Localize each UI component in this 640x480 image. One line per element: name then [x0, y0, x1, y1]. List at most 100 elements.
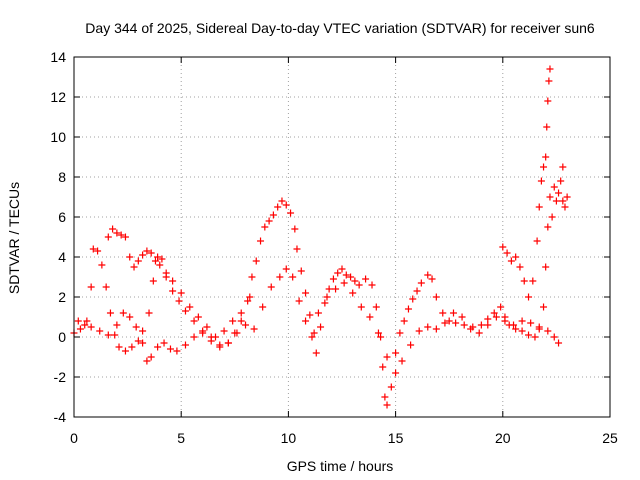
data-point — [289, 273, 297, 281]
data-point — [244, 297, 252, 305]
data-point — [287, 209, 295, 217]
data-point — [321, 299, 329, 307]
data-point — [89, 245, 97, 253]
data-point — [233, 329, 241, 337]
data-point — [432, 325, 440, 333]
data-point — [248, 273, 256, 281]
data-point — [460, 321, 468, 329]
data-point — [259, 303, 267, 311]
data-point — [302, 289, 310, 297]
data-point — [550, 183, 558, 191]
data-point — [529, 277, 537, 285]
data-point — [535, 323, 543, 331]
data-point — [441, 319, 449, 327]
data-point — [484, 315, 492, 323]
data-point — [449, 309, 457, 317]
data-point — [563, 193, 571, 201]
data-point — [559, 163, 567, 171]
y-tick-label: -4 — [54, 409, 67, 425]
data-point — [216, 341, 224, 349]
data-point — [392, 369, 400, 377]
data-point — [477, 321, 485, 329]
data-points — [70, 65, 571, 409]
data-point — [409, 295, 417, 303]
x-axis-label: GPS time / hours — [287, 458, 394, 474]
data-point — [160, 339, 168, 347]
data-point — [544, 97, 552, 105]
data-point — [342, 271, 350, 279]
data-point — [308, 333, 316, 341]
data-point — [162, 269, 170, 277]
data-point — [132, 323, 140, 331]
data-point — [332, 285, 340, 293]
data-point — [424, 271, 432, 279]
data-point — [520, 277, 528, 285]
y-tick-label: -2 — [54, 369, 67, 385]
data-point — [145, 309, 153, 317]
data-point — [379, 363, 387, 371]
data-point — [512, 253, 520, 261]
data-point — [555, 339, 563, 347]
data-point — [340, 279, 348, 287]
data-point — [175, 297, 183, 305]
data-point — [383, 353, 391, 361]
data-point — [276, 273, 284, 281]
data-point — [109, 225, 117, 233]
x-tick-label: 20 — [495, 430, 511, 446]
data-point — [452, 319, 460, 327]
data-point — [546, 193, 554, 201]
data-point — [497, 303, 505, 311]
data-point — [121, 347, 129, 355]
data-point — [156, 261, 164, 269]
data-point — [143, 247, 151, 255]
data-point — [186, 303, 194, 311]
data-point — [130, 263, 138, 271]
data-point — [544, 327, 552, 335]
data-point — [503, 249, 511, 257]
data-point — [203, 323, 211, 331]
data-point — [293, 245, 301, 253]
data-point — [128, 343, 136, 351]
data-point — [317, 323, 325, 331]
data-point — [297, 267, 305, 275]
x-tick-label: 5 — [177, 430, 185, 446]
data-point — [104, 233, 112, 241]
data-point — [525, 293, 533, 301]
data-point — [467, 325, 475, 333]
data-point — [151, 257, 159, 265]
data-point — [139, 251, 147, 259]
data-point — [543, 123, 551, 131]
data-point — [417, 279, 425, 287]
data-point — [445, 317, 453, 325]
data-point — [325, 285, 333, 293]
data-point — [269, 211, 277, 219]
data-point — [252, 257, 260, 265]
data-point — [334, 269, 342, 277]
y-tick-label: 12 — [50, 89, 66, 105]
data-point — [177, 289, 185, 297]
data-point — [387, 383, 395, 391]
y-tick-label: 4 — [58, 249, 66, 265]
data-point — [490, 309, 498, 317]
data-point — [113, 229, 121, 237]
data-point — [242, 321, 250, 329]
data-point — [400, 317, 408, 325]
data-point — [555, 189, 563, 197]
data-point — [143, 357, 151, 365]
data-point — [169, 287, 177, 295]
x-tick-label: 25 — [602, 430, 618, 446]
data-point — [158, 255, 166, 263]
data-point — [76, 325, 84, 333]
data-point — [362, 275, 370, 283]
data-point — [338, 265, 346, 273]
data-point — [104, 331, 112, 339]
data-point — [396, 329, 404, 337]
data-point — [87, 323, 95, 331]
data-point — [323, 293, 331, 301]
data-point — [527, 319, 535, 327]
x-tick-label: 0 — [70, 430, 78, 446]
x-tick-label: 10 — [281, 430, 297, 446]
data-point — [372, 303, 380, 311]
data-point — [126, 253, 134, 261]
y-tick-label: 0 — [58, 329, 66, 345]
